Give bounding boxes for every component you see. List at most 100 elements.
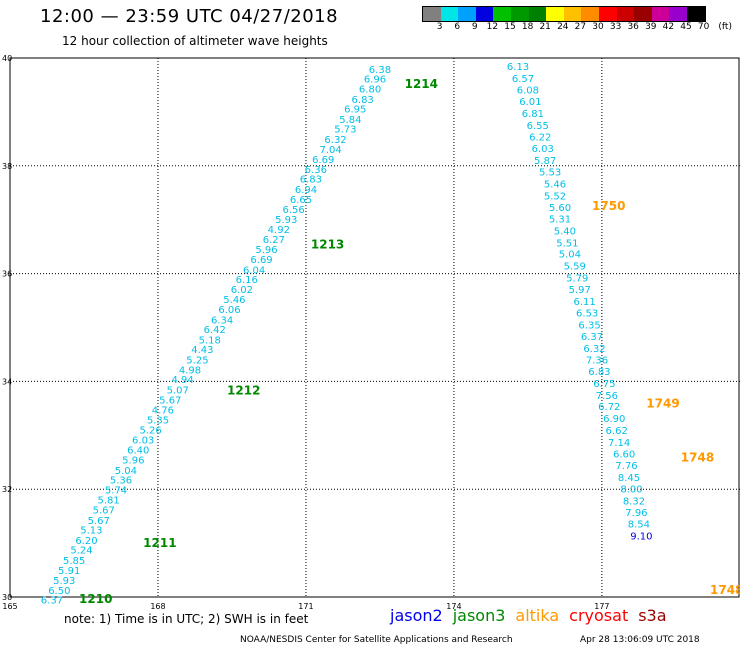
wave-height-value: 6.83 [300, 175, 322, 186]
colorbar-label: 27 [574, 22, 587, 32]
wave-height-value: 6.04 [243, 265, 265, 276]
wave-height-value: 6.38 [369, 65, 391, 76]
wave-height-value: 6.80 [359, 85, 381, 96]
wave-height-value: 7.76 [615, 461, 637, 472]
wave-height-value: 5.52 [544, 191, 566, 202]
wave-height-value: 4.76 [152, 405, 174, 416]
wave-height-value: 4.94 [172, 375, 194, 386]
colorbar-label: 9 [471, 22, 478, 32]
colorbar-swatch [669, 7, 687, 21]
colorbar-label: 21 [539, 22, 551, 32]
wave-height-value: 6.50 [48, 586, 70, 597]
wave-height-value: 6.32 [324, 135, 346, 146]
lat-tick-label: 32 [2, 485, 12, 494]
wave-height-value: 5.04 [559, 250, 581, 261]
colorbar-label: 12 [486, 22, 499, 32]
wave-height-value: 6.03 [532, 144, 554, 155]
legend-entry-cryosat: cryosat [569, 606, 629, 625]
wave-height-value: 5.67 [88, 516, 110, 527]
wave-height-value: 6.69 [250, 255, 272, 266]
wave-height-value: 5.87 [534, 156, 556, 167]
wave-height-value: 4.98 [179, 366, 201, 377]
legend-entry-jason3: jason3 [452, 606, 506, 625]
wave-height-value: 6.16 [236, 275, 258, 286]
wave-height-value: 6.60 [613, 450, 635, 461]
wave-height-value: 6.83 [352, 95, 374, 106]
colorbar-swatch [510, 7, 529, 21]
colorbar-swatch [458, 7, 476, 21]
wave-height-value: 6.96 [364, 74, 386, 85]
colorbar-swatch [528, 7, 547, 21]
wave-height-value: 5.60 [549, 203, 571, 214]
legend-entry-jason2: jason2 [390, 606, 443, 625]
colorbar-label: 24 [557, 22, 569, 32]
wave-height-value: 5.79 [566, 273, 588, 284]
wave-height-value: 7.36 [586, 355, 608, 366]
legend-entry-s3a: s3a [638, 606, 667, 625]
wave-height-value: 6.81 [522, 109, 544, 120]
wave-height-value: 5.18 [199, 335, 221, 346]
map-grid: 165 168 171 174 177 30 32 34 36 38 40 [2, 54, 740, 611]
colorbar-swatch [651, 7, 670, 21]
colorbar-swatch [546, 7, 564, 21]
mission-legend: jason2 jason3 altika cryosat s3a [390, 606, 677, 625]
wave-height-value: 6.40 [127, 445, 149, 456]
colorbar-swatch [634, 7, 652, 21]
wave-height-value: 6.11 [573, 297, 595, 308]
pass-number-label: 1214 [405, 77, 438, 91]
wave-height-value: 6.27 [263, 235, 285, 246]
wave-height-value: 5.07 [167, 385, 189, 396]
colorbar-label: 18 [521, 22, 534, 32]
page-subtitle: 12 hour collection of altimeter wave hei… [62, 34, 328, 48]
wave-height-value: 5.91 [58, 566, 80, 577]
map-frame [9, 57, 740, 598]
wave-height-value: 5.35 [147, 416, 169, 427]
lon-tick-label: 174 [446, 602, 461, 611]
lon-tick-label: 171 [298, 602, 313, 611]
wave-height-value: 6.20 [75, 536, 97, 547]
footnote: note: 1) Time is in UTC; 2) SWH is in fe… [64, 612, 309, 626]
colorbar-swatch [493, 7, 511, 21]
lon-tick-label: 177 [594, 602, 609, 611]
colorbar-label: 30 [592, 22, 604, 32]
colorbar-swatch [581, 7, 599, 21]
page-title: 12:00 — 23:59 UTC 04/27/2018 [40, 6, 339, 27]
wave-height-value: 5.59 [564, 262, 586, 273]
generation-timestamp: Apr 28 13:06:09 UTC 2018 [580, 635, 700, 645]
wave-height-value: 6.13 [507, 62, 529, 73]
wave-height-value: 7.96 [625, 508, 647, 519]
wave-height-value: 5.51 [556, 238, 578, 249]
pass-number-label: 1213 [311, 237, 344, 251]
wave-height-value: 7.56 [596, 391, 618, 402]
wave-height-value: 7.04 [319, 145, 341, 156]
wave-height-value: 5.53 [539, 168, 561, 179]
wave-height-value: 6.94 [295, 185, 317, 196]
pass-number-label: 1211 [143, 536, 176, 550]
wave-height-value: 6.02 [231, 285, 253, 296]
wave-height-value: 8.32 [623, 497, 645, 508]
wave-height-value: 5.85 [63, 556, 85, 567]
wave-height-value: 5.96 [255, 245, 277, 256]
wave-height-value: 5.25 [186, 355, 208, 366]
colorbar-labels: 3 6 9 12 15 18 21 24 27 30 33 36 39 42 45 70 (ft) [422, 22, 740, 34]
wave-height-value: 5.36 [110, 475, 132, 486]
wave-height-value: 4.92 [268, 225, 290, 236]
wave-height-value: 8.45 [618, 473, 640, 484]
wave-height-value: 5.93 [53, 576, 75, 587]
wave-height-value: 5.74 [105, 486, 127, 497]
wave-height-value: 6.42 [204, 325, 226, 336]
colorbar-label: 15 [504, 22, 516, 32]
wave-height-value: 5.40 [554, 226, 576, 237]
wave-height-value: 6.03 [132, 436, 154, 447]
wave-height-value: 6.37 [41, 596, 63, 607]
wave-height-value: 6.32 [583, 344, 605, 355]
colorbar-swatch [598, 7, 617, 21]
wave-height-value: 5.26 [139, 425, 161, 436]
wave-height-colorbar [422, 6, 706, 22]
legend-entry-altika: altika [515, 606, 560, 625]
wave-height-value: 6.35 [578, 320, 600, 331]
wave-height-value: 5.81 [98, 495, 120, 506]
wave-height-value: 6.37 [581, 332, 603, 343]
wave-height-value: 6.36 [305, 165, 327, 176]
